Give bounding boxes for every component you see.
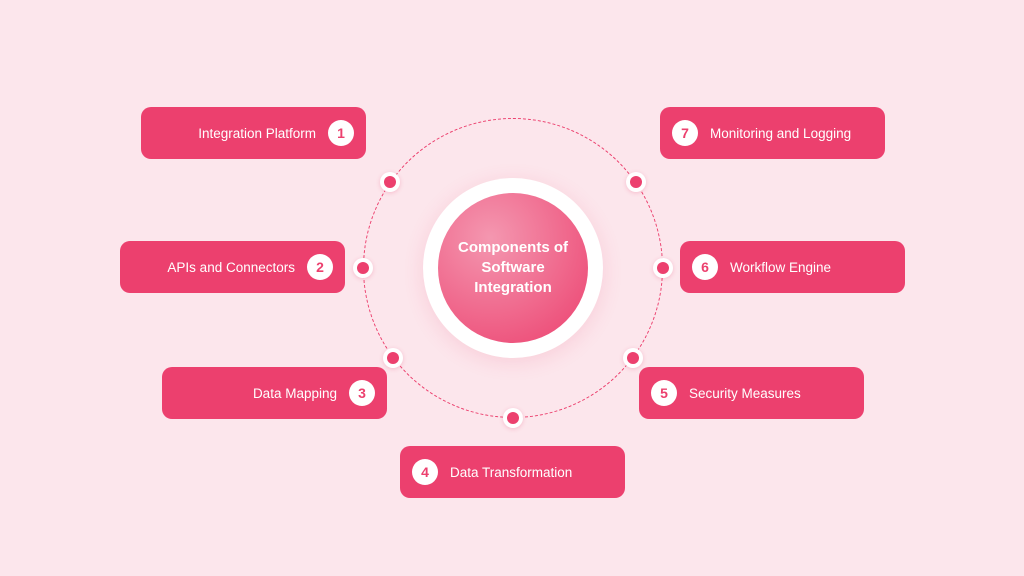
orbit-dot-core xyxy=(630,176,642,188)
item-label: Data Mapping xyxy=(253,386,337,401)
component-item-2: APIs and Connectors 2 xyxy=(120,241,345,293)
item-number-badge: 2 xyxy=(307,254,333,280)
orbit-dot-core xyxy=(657,262,669,274)
orbit-dot-core xyxy=(387,352,399,364)
orbit-dot-core xyxy=(384,176,396,188)
item-label: Security Measures xyxy=(689,386,801,401)
center-core: Components of Software Integration xyxy=(438,193,588,343)
item-label: Integration Platform xyxy=(198,126,316,141)
orbit-dot xyxy=(626,172,646,192)
item-label: Monitoring and Logging xyxy=(710,126,851,141)
component-item-4: 4 Data Transformation xyxy=(400,446,625,498)
item-label: APIs and Connectors xyxy=(167,260,295,275)
orbit-dot-core xyxy=(357,262,369,274)
component-item-3: Data Mapping 3 xyxy=(162,367,387,419)
orbit-dot xyxy=(353,258,373,278)
orbit-dot xyxy=(623,348,643,368)
orbit-dot xyxy=(653,258,673,278)
orbit-dot xyxy=(503,408,523,428)
item-label: Data Transformation xyxy=(450,465,572,480)
item-number-badge: 1 xyxy=(328,120,354,146)
item-label: Workflow Engine xyxy=(730,260,831,275)
component-item-1: Integration Platform 1 xyxy=(141,107,366,159)
orbit-dot-core xyxy=(507,412,519,424)
item-number-badge: 4 xyxy=(412,459,438,485)
item-number-badge: 6 xyxy=(692,254,718,280)
center-title: Components of Software Integration xyxy=(450,238,576,299)
orbit-dot-core xyxy=(627,352,639,364)
component-item-5: 5 Security Measures xyxy=(639,367,864,419)
orbit-dot xyxy=(380,172,400,192)
item-number-badge: 7 xyxy=(672,120,698,146)
item-number-badge: 5 xyxy=(651,380,677,406)
item-number-badge: 3 xyxy=(349,380,375,406)
component-item-6: 6 Workflow Engine xyxy=(680,241,905,293)
component-item-7: 7 Monitoring and Logging xyxy=(660,107,885,159)
diagram-canvas: Components of Software Integration Integ… xyxy=(0,0,1024,576)
